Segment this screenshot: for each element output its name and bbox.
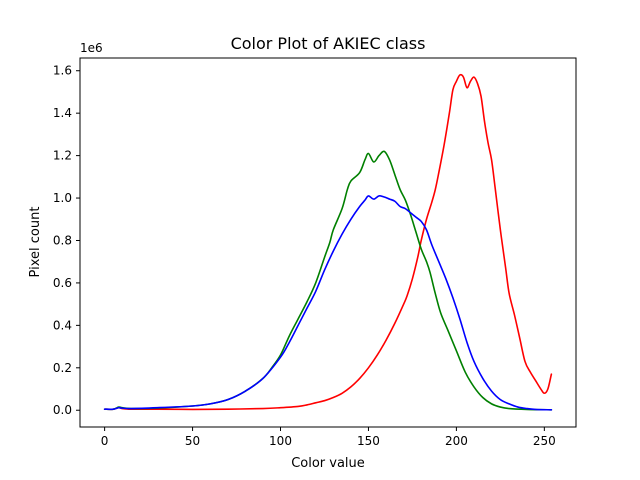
y-tick-label: 0.8: [53, 233, 72, 247]
y-tick-label: 0.2: [53, 361, 72, 375]
y-axis-label: Pixel count: [28, 207, 43, 278]
x-tick-label: 50: [185, 434, 200, 448]
series-line-2: [103, 150, 553, 411]
y-tick-label: 1.4: [53, 106, 72, 120]
series-line-1: [103, 73, 553, 411]
x-axis-ticks: 0 50 100 150 200 250: [101, 427, 556, 448]
x-tick-label: 100: [269, 434, 292, 448]
series-layer: [103, 73, 553, 411]
y-axis-ticks: 0.0 0.2 0.4 0.6 0.8 1.0 1.2 1.4 1.6: [53, 64, 80, 417]
y-tick-label: 1.2: [53, 149, 72, 163]
x-tick-label: 250: [533, 434, 556, 448]
x-tick-label: 0: [101, 434, 109, 448]
chart-title: Color Plot of AKIEC class: [231, 34, 426, 53]
x-axis-label: Color value: [291, 456, 365, 471]
series-line-3: [103, 195, 553, 411]
y-axis-offset-label: 1e6: [80, 41, 103, 55]
plot-frame: [79, 57, 577, 428]
y-tick-label: 1.6: [53, 64, 72, 78]
y-tick-label: 0.4: [53, 318, 72, 332]
y-tick-label: 1.0: [53, 191, 72, 205]
x-tick-label: 200: [445, 434, 468, 448]
y-tick-label: 0.0: [53, 403, 72, 417]
y-tick-label: 0.6: [53, 276, 72, 290]
x-tick-label: 150: [357, 434, 380, 448]
